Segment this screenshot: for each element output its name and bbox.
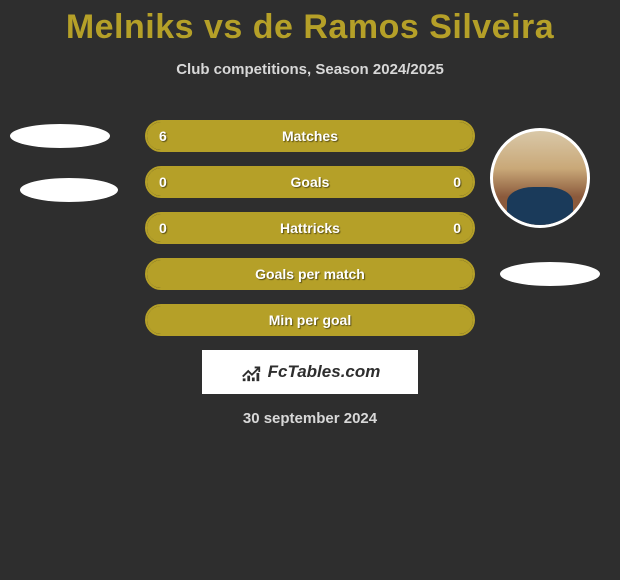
chart-up-icon xyxy=(240,361,262,383)
bar-goals-right-value: 0 xyxy=(453,174,461,190)
comparison-bars: 6 Matches 0 Goals 0 0 Hattricks 0 Goals … xyxy=(145,120,475,336)
snapshot-date: 30 september 2024 xyxy=(0,410,620,427)
decorative-pill-right xyxy=(500,262,600,286)
bar-matches-left-value: 6 xyxy=(159,128,167,144)
bar-hattricks-right-value: 0 xyxy=(453,220,461,236)
decorative-pill-left-bottom xyxy=(20,178,118,202)
bar-goals-per-match-label: Goals per match xyxy=(255,266,365,282)
comparison-title: Melniks vs de Ramos Silveira xyxy=(0,0,620,47)
bar-min-per-goal-label: Min per goal xyxy=(269,312,351,328)
bar-min-per-goal: Min per goal xyxy=(145,304,475,336)
fctables-logo-text: FcTables.com xyxy=(268,362,381,382)
bar-matches-label: Matches xyxy=(282,128,338,144)
fctables-logo: FcTables.com xyxy=(202,350,418,394)
bar-hattricks-left-value: 0 xyxy=(159,220,167,236)
bar-hattricks: 0 Hattricks 0 xyxy=(145,212,475,244)
bar-goals-left-value: 0 xyxy=(159,174,167,190)
bar-goals-per-match: Goals per match xyxy=(145,258,475,290)
bar-hattricks-label: Hattricks xyxy=(280,220,340,236)
bar-goals: 0 Goals 0 xyxy=(145,166,475,198)
season-subtitle: Club competitions, Season 2024/2025 xyxy=(0,61,620,78)
bar-goals-label: Goals xyxy=(291,174,330,190)
player-right-avatar xyxy=(490,128,590,228)
bar-matches: 6 Matches xyxy=(145,120,475,152)
decorative-pill-left-top xyxy=(10,124,110,148)
